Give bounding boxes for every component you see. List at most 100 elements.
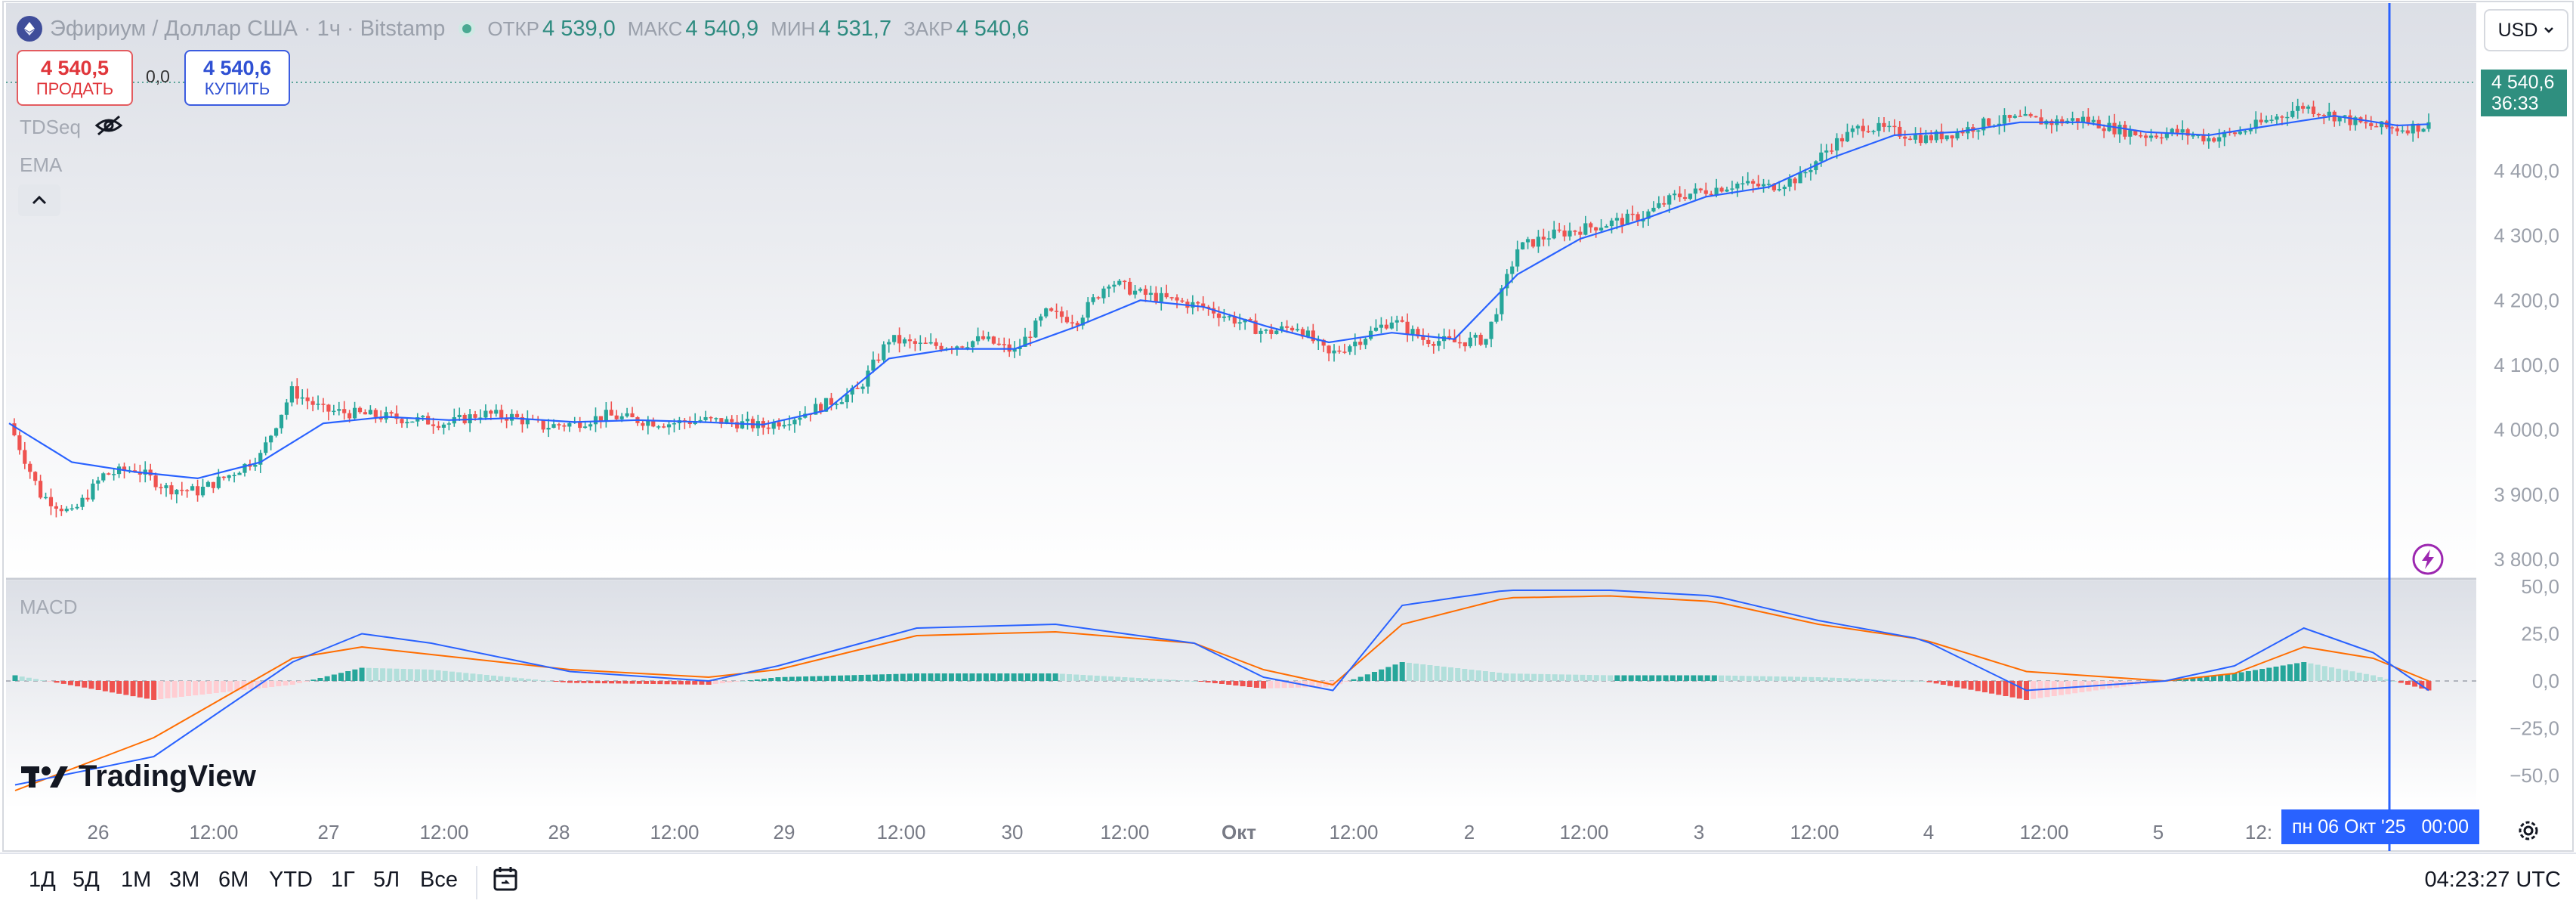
range-5y[interactable]: 5Л [373, 868, 400, 892]
candle-body [2306, 106, 2311, 109]
candle-body [662, 426, 666, 428]
macd-histogram-bar [2356, 673, 2362, 681]
macd-histogram-bar [1725, 675, 1731, 681]
macd-histogram-bar [289, 681, 295, 685]
candle-body [483, 410, 488, 418]
range-1m[interactable]: 1М [121, 868, 152, 892]
macd-histogram-bar [2349, 671, 2355, 681]
candle-body [2337, 116, 2342, 122]
market-status-icon[interactable] [459, 20, 476, 37]
collapse-indicators-button[interactable] [18, 184, 60, 216]
macd-histogram-bar [2315, 664, 2321, 681]
chart-canvas[interactable]: 4 400,04 300,04 200,04 100,04 000,03 900… [0, 0, 2576, 853]
macd-histogram-bar [706, 681, 712, 685]
macd-histogram-bar [1469, 670, 1475, 681]
candle-body [326, 404, 331, 412]
candle-body [907, 339, 913, 342]
symbol-name[interactable]: Эфириум / Доллар США [50, 16, 298, 41]
macd-histogram-bar [1399, 662, 1405, 681]
candle-body [1300, 329, 1305, 337]
range-1y[interactable]: 1Г [331, 868, 355, 892]
macd-histogram-bar [2218, 675, 2224, 681]
lightning-icon[interactable] [2411, 543, 2445, 576]
range-ytd[interactable]: YTD [269, 868, 313, 892]
macd-histogram-bar [67, 681, 73, 686]
tradingview-logo[interactable]: TradingView [21, 760, 256, 794]
gear-icon[interactable] [2516, 818, 2541, 843]
candle-body [845, 394, 849, 403]
candle-body [1154, 292, 1158, 302]
macd-histogram-bar [838, 675, 844, 681]
candle-body [986, 336, 991, 339]
candle-body [1510, 266, 1515, 274]
macd-histogram-bar [1067, 674, 1073, 681]
candle-body [1620, 218, 1624, 225]
macd-histogram-bar [1753, 676, 1759, 681]
indicator-tdseq[interactable]: TDSeq [20, 116, 81, 138]
candle-body [23, 450, 27, 464]
macd-histogram-bar [1600, 675, 1606, 681]
macd-histogram-bar [366, 667, 372, 681]
candle-body [1447, 336, 1452, 339]
macd-histogram-bar [1073, 674, 1080, 681]
candle-body [54, 506, 58, 509]
candle-body [1368, 330, 1373, 339]
candle-body [2028, 113, 2033, 116]
candle-body [1064, 317, 1070, 323]
candle-body [2012, 116, 2017, 118]
macd-histogram-bar [400, 669, 406, 681]
macd-histogram-bar [567, 681, 573, 683]
indicator-macd[interactable]: MACD [20, 596, 78, 618]
macd-histogram-bar [199, 681, 205, 695]
candle-body [766, 427, 771, 429]
buy-button[interactable]: 4 540,6 КУПИТЬ [184, 50, 290, 106]
candle-body [2411, 123, 2415, 134]
time-axis-label: 12:00 [189, 821, 238, 843]
candle-body [798, 417, 802, 420]
macd-histogram-bar [490, 675, 496, 681]
candle-body [2290, 110, 2295, 117]
macd-histogram-bar [1711, 675, 1717, 681]
range-6m[interactable]: 6М [218, 868, 249, 892]
macd-histogram-bar [865, 674, 871, 681]
macd-histogram-bar [1684, 675, 1690, 681]
range-all[interactable]: Все [420, 868, 458, 892]
candle-body [43, 497, 48, 499]
separator-dot: · [346, 16, 354, 41]
utc-clock[interactable]: 04:23:27 UTC [2424, 868, 2561, 892]
sell-button[interactable]: 4 540,5 ПРОДАТЬ [17, 50, 133, 106]
macd-histogram-bar [54, 681, 60, 683]
macd-histogram-bar [2266, 667, 2272, 681]
macd-histogram-bar [116, 681, 122, 694]
indicator-ema[interactable]: EMA [20, 153, 63, 176]
macd-histogram-bar [1573, 674, 1579, 681]
macd-histogram-bar [533, 679, 539, 681]
candle-body [860, 386, 865, 389]
candle-body [1290, 327, 1295, 331]
candle-body [12, 423, 17, 435]
candle-body [2170, 128, 2174, 133]
currency-select[interactable]: USD [2484, 9, 2568, 51]
candle-body [1771, 184, 1776, 190]
interval-label[interactable]: 1ч [317, 16, 341, 41]
close-label: ЗАКР [903, 17, 953, 40]
macd-histogram-bar [1219, 681, 1225, 684]
range-1d[interactable]: 1Д [29, 868, 56, 892]
eye-hidden-icon[interactable] [94, 113, 124, 138]
range-5d[interactable]: 5Д [73, 868, 100, 892]
candle-body [1630, 213, 1635, 215]
candle-body [1358, 342, 1363, 345]
time-axis-label: Окт [1222, 821, 1256, 843]
candle-body [1248, 319, 1252, 321]
candle-body [1332, 350, 1336, 354]
candle-body [1033, 320, 1038, 338]
candle-body [310, 401, 315, 405]
range-3m[interactable]: 3М [169, 868, 200, 892]
calendar-goto-icon[interactable] [491, 865, 521, 895]
macd-histogram-bar [276, 681, 282, 686]
candle-body [1505, 274, 1509, 289]
macd-histogram-bar [130, 681, 136, 697]
candle-body [1546, 238, 1551, 240]
candle-body [1557, 229, 1561, 231]
macd-histogram-bar [1177, 680, 1183, 681]
